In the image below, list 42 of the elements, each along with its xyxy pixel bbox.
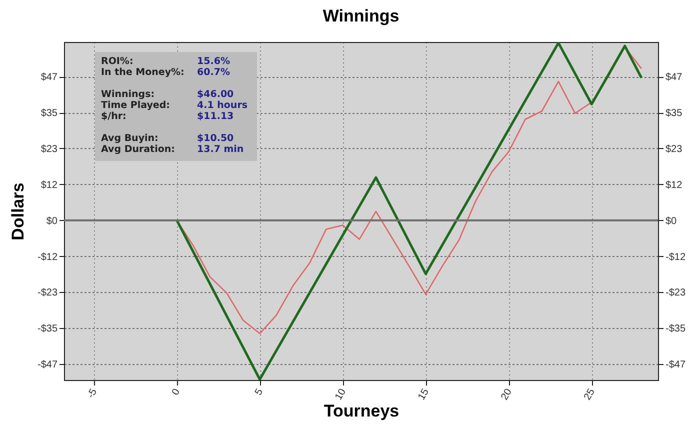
annotation: Avg Duration:: [101, 144, 176, 155]
annotation: $11.13: [197, 111, 234, 122]
y-tick-label: $12: [40, 180, 58, 191]
chart-title: Winnings: [322, 6, 400, 26]
x-tick-label: 0: [170, 386, 183, 398]
annotation: 15.6%: [197, 56, 230, 67]
x-tick-label: 25: [582, 386, 598, 402]
y-tick-label: -$23: [37, 288, 58, 299]
y-axis-title: Dollars: [8, 182, 28, 240]
y-tick-label: -$47: [37, 360, 58, 371]
y2-tick-label: $35: [666, 108, 683, 120]
y2-tick-label: -$12: [666, 252, 686, 263]
y-tick-label: -$12: [37, 252, 58, 263]
x-tick-label: 5: [253, 386, 266, 398]
x-axis-title: Tourneys: [324, 402, 400, 421]
annotation: 60.7%: [197, 67, 230, 78]
y2-tick-label: $23: [666, 144, 683, 155]
annotation: In the Money%:: [101, 67, 186, 78]
y2-tick-label: $0: [666, 216, 678, 227]
y2-tick-label: -$47: [666, 360, 686, 371]
y-tick-label: $35: [40, 108, 58, 120]
y-tick-label: $23: [40, 144, 58, 155]
y2-tick-label: -$35: [666, 324, 686, 335]
annotation: Avg Buyin:: [101, 133, 160, 144]
annotation: 4.1 hours: [197, 100, 248, 111]
x-tick-label: 15: [416, 386, 432, 402]
annotation: $/hr:: [101, 111, 128, 122]
y2-tick-label: $47: [666, 72, 683, 84]
x-tick-label: 10: [333, 386, 349, 402]
annotation: 13.7 min: [197, 144, 244, 155]
y2-tick-label: $12: [666, 180, 683, 191]
annotation: ROI%:: [101, 56, 134, 67]
y2-tick-label: -$23: [666, 288, 686, 299]
y-tick-label: -$35: [37, 324, 58, 335]
y-tick-label: $0: [46, 216, 58, 227]
annotation: $10.50: [197, 133, 234, 144]
y-tick-label: $47: [40, 72, 58, 84]
x-tick-label: -5: [86, 386, 100, 400]
x-tick-label: 20: [499, 386, 515, 402]
annotation: Winnings:: [101, 89, 156, 100]
annotation: $46.00: [197, 89, 234, 100]
annotation: Time Played:: [101, 100, 171, 111]
